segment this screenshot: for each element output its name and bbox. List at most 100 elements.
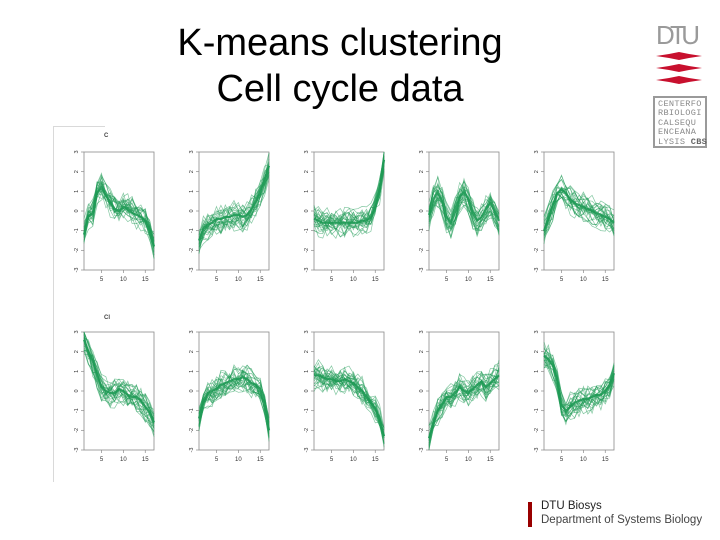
- y-tick-label: -2: [419, 248, 425, 253]
- title-line-1: K-means clustering: [177, 22, 503, 64]
- x-tick-label: 5: [215, 277, 219, 283]
- y-tick-label: -3: [304, 268, 310, 273]
- centroid-line: [542, 187, 615, 232]
- x-tick-label: 15: [142, 277, 149, 283]
- y-tick-label: 0: [304, 209, 310, 212]
- y-tick-label: 3: [534, 150, 540, 153]
- y-tick-label: -2: [74, 428, 80, 433]
- y-tick-label: 3: [534, 330, 540, 333]
- y-tick-label: 2: [534, 170, 540, 173]
- figure-frame-top: [53, 126, 105, 127]
- y-tick-label: -3: [74, 448, 80, 453]
- y-tick-label: -1: [74, 228, 80, 233]
- y-tick-label: -1: [304, 408, 310, 413]
- dtu-logo: DTU: [656, 20, 702, 84]
- series-bundle: [83, 172, 155, 259]
- member-line: [543, 187, 615, 241]
- member-line: [428, 365, 500, 426]
- x-tick-label: 10: [580, 457, 587, 463]
- cbs-row-2: RBIOLOGI: [658, 108, 702, 119]
- member-line: [428, 362, 500, 431]
- y-tick-label: 0: [534, 209, 540, 212]
- series-bundle: [83, 331, 155, 437]
- member-line: [83, 337, 155, 425]
- y-tick-label: 0: [189, 209, 195, 212]
- y-tick-label: 2: [419, 350, 425, 353]
- row-label-top: C: [104, 133, 109, 139]
- centroid-line: [314, 374, 386, 437]
- y-tick-label: 1: [534, 190, 540, 193]
- y-tick-label: -2: [419, 428, 425, 433]
- y-tick-label: -2: [74, 248, 80, 253]
- y-tick-label: 1: [304, 370, 310, 373]
- cbs-row-4: ENCEANA: [658, 127, 697, 138]
- x-tick-label: 10: [235, 457, 242, 463]
- member-line: [83, 180, 155, 241]
- x-tick-label: 10: [235, 277, 242, 283]
- y-tick-label: 1: [534, 370, 540, 373]
- centroid-line: [197, 165, 271, 241]
- member-line: [543, 192, 615, 244]
- y-tick-label: -2: [534, 248, 540, 253]
- member-line: [198, 174, 270, 251]
- slide-title: K-means clustering Cell cycle data: [100, 20, 580, 112]
- y-tick-label: 3: [304, 150, 310, 153]
- member-line: [543, 194, 615, 235]
- member-line: [198, 376, 270, 431]
- y-tick-label: 3: [74, 330, 80, 333]
- member-line: [313, 367, 385, 431]
- figure-frame: [53, 126, 629, 482]
- centroid-line: [313, 159, 386, 224]
- y-tick-label: 3: [74, 150, 80, 153]
- x-tick-label: 15: [602, 457, 609, 463]
- y-tick-label: 1: [74, 190, 80, 193]
- y-tick-label: -2: [534, 428, 540, 433]
- y-tick-label: 1: [419, 190, 425, 193]
- x-tick-label: 5: [330, 457, 334, 463]
- y-tick-label: -2: [189, 428, 195, 433]
- y-tick-label: -2: [304, 428, 310, 433]
- x-tick-label: 15: [372, 457, 379, 463]
- dtu-wave-marks: [656, 52, 702, 84]
- series-bundle: [428, 359, 500, 451]
- y-tick-label: 2: [74, 170, 80, 173]
- member-line: [198, 381, 270, 437]
- y-tick-label: 0: [189, 389, 195, 392]
- cbs-row-3: CALSEQU: [658, 117, 697, 128]
- y-tick-label: -3: [534, 448, 540, 453]
- x-tick-label: 5: [100, 457, 104, 463]
- x-tick-label: 5: [445, 277, 449, 283]
- centroid-line: [427, 374, 500, 439]
- member-line: [428, 365, 500, 438]
- y-tick-label: 3: [189, 330, 195, 333]
- y-tick-label: 3: [419, 150, 425, 153]
- x-tick-label: 10: [465, 457, 472, 463]
- member-line: [543, 357, 615, 408]
- member-line: [428, 181, 500, 215]
- y-tick-label: -1: [74, 408, 80, 413]
- footer-department: Department of Systems Biology: [541, 514, 703, 526]
- centroid-line: [82, 185, 156, 247]
- footer-org: DTU Biosys: [541, 500, 602, 512]
- footer-logo: DTU Biosys Department of Systems Biology: [528, 500, 713, 528]
- y-tick-label: 0: [419, 389, 425, 392]
- x-tick-label: 15: [602, 277, 609, 283]
- member-line: [83, 172, 155, 243]
- y-tick-label: -3: [189, 268, 195, 273]
- member-line: [83, 191, 155, 259]
- y-tick-label: -2: [304, 248, 310, 253]
- cbs-row-1: CENTERFO: [658, 99, 702, 109]
- cbs-mark: CBS: [690, 136, 708, 147]
- y-tick-label: -1: [304, 228, 310, 233]
- y-tick-label: 3: [304, 330, 310, 333]
- y-tick-label: 0: [419, 209, 425, 212]
- x-tick-label: 10: [120, 277, 127, 283]
- y-tick-label: 0: [304, 389, 310, 392]
- y-tick-label: 2: [534, 350, 540, 353]
- member-line: [428, 175, 500, 220]
- member-line: [198, 153, 270, 241]
